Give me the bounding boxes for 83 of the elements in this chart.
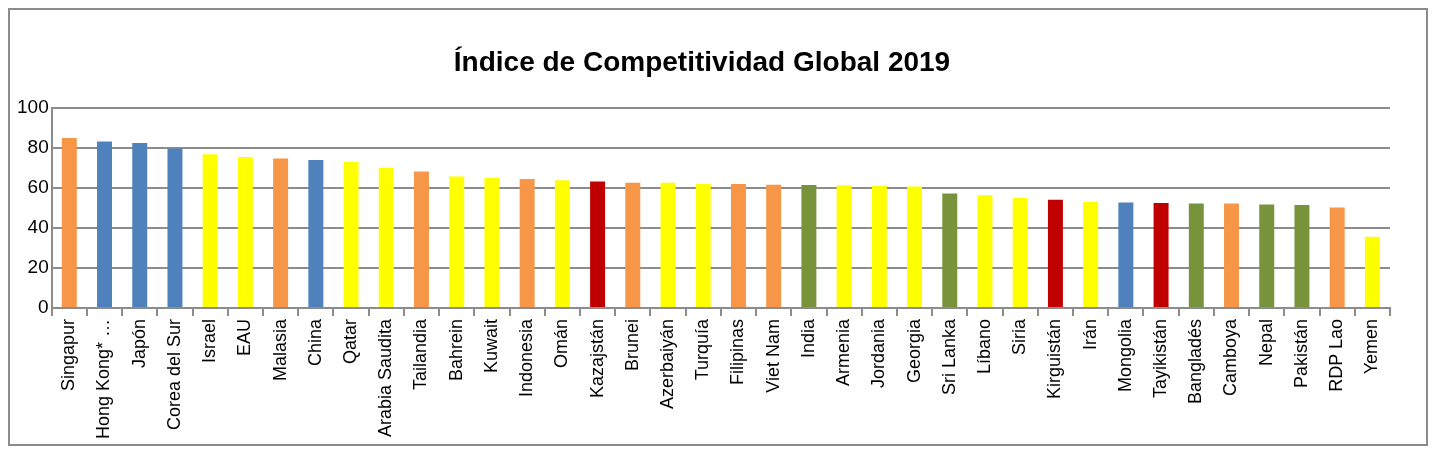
x-tick-label: Indonesia [516, 317, 537, 397]
x-tick-label: Kuwait [480, 318, 501, 373]
bar [1329, 207, 1345, 307]
y-tick-label: 40 [27, 216, 49, 238]
x-tick-label: Turquía [692, 317, 713, 381]
x-tick-label: Singapur [58, 318, 79, 391]
bar [942, 193, 958, 307]
x-tick-label: Yemen [1361, 318, 1382, 375]
bar [273, 158, 289, 307]
y-tick-label: 0 [38, 296, 49, 318]
chart-title: Índice de Competitividad Global 2019 [453, 45, 951, 77]
x-tick-label: Jordania [868, 317, 889, 388]
x-tick-label: Armenia [833, 317, 854, 386]
bar [660, 182, 676, 307]
y-tick-label: 100 [17, 95, 49, 117]
bar [378, 167, 394, 307]
x-tick-label: Georgia [903, 317, 924, 383]
bar [977, 195, 993, 307]
x-tick-label: China [304, 317, 325, 366]
x-tick-label: Azerbaiyán [656, 318, 677, 409]
x-tick-label: Kazajstán [586, 318, 607, 398]
bar [766, 184, 782, 307]
x-tick-label: Japón [128, 318, 149, 368]
x-tick-label: India [797, 317, 818, 358]
x-tick-label: Bangladés [1185, 318, 1206, 404]
bar [871, 185, 887, 307]
x-tick-label: Líbano [973, 318, 994, 374]
bar [1083, 201, 1099, 307]
bar [308, 159, 324, 307]
x-tick-label: Omán [551, 318, 572, 368]
y-tick-label: 80 [27, 135, 49, 157]
x-tick-label: Kirguistán [1044, 318, 1065, 399]
bar [237, 157, 253, 307]
bar [1294, 204, 1310, 307]
x-tick-label: Camboya [1220, 317, 1241, 396]
bar [132, 143, 148, 307]
bar [449, 176, 465, 307]
x-tick-label: EAU [234, 318, 255, 356]
x-tick-label: Corea del Sur [163, 318, 184, 430]
bar [836, 185, 852, 307]
bar [167, 148, 183, 307]
bar [1364, 236, 1380, 307]
bar [97, 141, 113, 307]
y-tick-label: 20 [27, 256, 49, 278]
bar [801, 184, 817, 307]
bar [730, 183, 746, 307]
bar [1188, 203, 1204, 307]
bar [625, 182, 641, 307]
bar [695, 184, 711, 307]
bar [590, 181, 606, 307]
x-tick-label: Nepal [1255, 318, 1276, 366]
bar [414, 171, 429, 307]
x-tick-label: RDP Lao [1326, 318, 1347, 392]
x-tick-label: Viet Nam [762, 318, 783, 393]
x-tick-label: Hong Kong* … [93, 318, 114, 439]
bar [519, 178, 535, 307]
x-tick-label: Qatar [340, 318, 361, 364]
bar [1259, 204, 1275, 307]
bar [554, 180, 570, 307]
bar [343, 161, 359, 307]
x-tick-label: Tailandia [410, 317, 431, 390]
x-tick-label: Israel [199, 318, 220, 363]
x-tick-label: Mongolia [1114, 317, 1135, 392]
x-tick-label: Bahrein [445, 318, 466, 381]
x-tick-label: Tayikistán [1150, 318, 1171, 398]
x-tick-label: Sri Lanka [938, 317, 959, 395]
bar [484, 177, 500, 307]
bar [1012, 197, 1028, 307]
x-tick-label: Malasia [269, 317, 290, 381]
y-tick-label: 60 [27, 175, 49, 197]
x-tick-label: Brunei [621, 318, 642, 371]
bar [1224, 203, 1239, 307]
x-tick-label: Arabia Saudita [375, 317, 396, 438]
bar [61, 138, 77, 307]
x-tick-label: Pakistán [1290, 318, 1311, 388]
bar [202, 154, 218, 307]
bar [1118, 202, 1134, 307]
x-tick-label: Siria [1009, 317, 1030, 355]
x-tick-label: Filipinas [727, 318, 748, 385]
bar [1153, 202, 1169, 307]
bar [1047, 199, 1063, 307]
bar [907, 186, 923, 307]
x-tick-label: Irán [1079, 318, 1100, 350]
